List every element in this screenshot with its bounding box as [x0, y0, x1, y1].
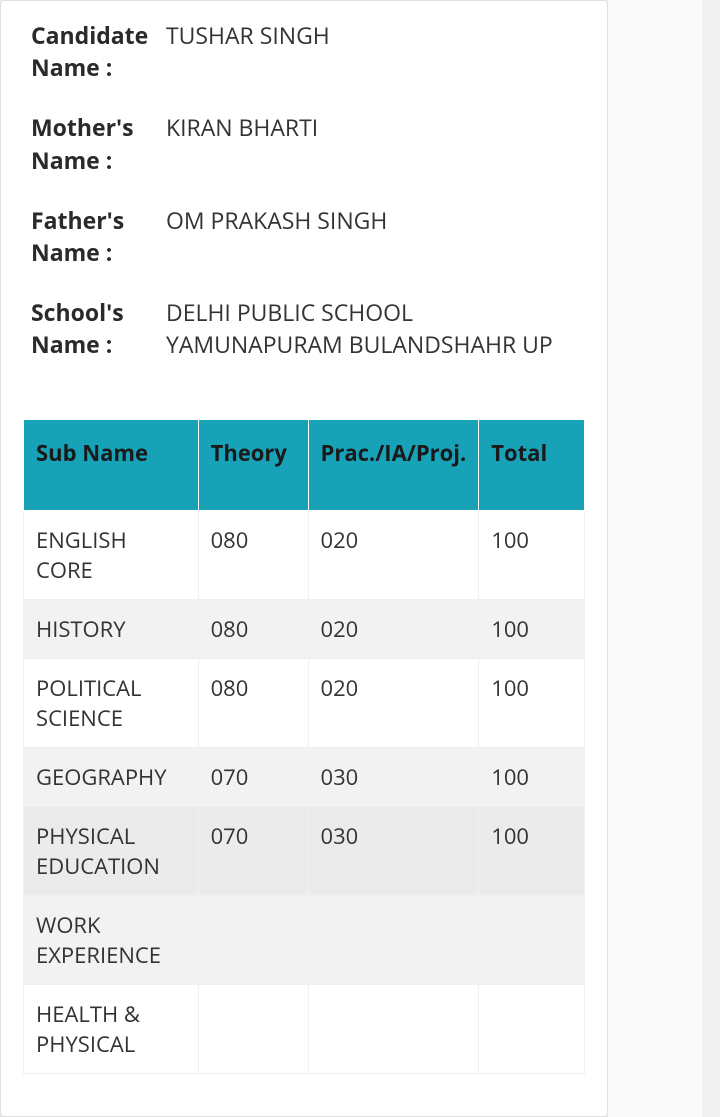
father-name-value: OM PRAKASH SINGH — [166, 204, 577, 236]
cell-total: 100 — [479, 599, 585, 658]
cell-total — [479, 895, 585, 984]
cell-theory: 080 — [198, 658, 308, 747]
cell-theory — [198, 984, 308, 1073]
cell-total: 100 — [479, 658, 585, 747]
mother-name-value: KIRAN BHARTI — [166, 111, 577, 143]
header-sub-name: Sub Name — [24, 419, 199, 510]
table-row: POLITICAL SCIENCE 080 020 100 — [24, 658, 585, 747]
cell-prac: 020 — [308, 599, 479, 658]
header-prac: Prac./IA/Proj. — [308, 419, 479, 510]
cell-sub-name: HEALTH & PHYSICAL — [24, 984, 199, 1073]
table-row: PHYSICAL EDUCATION 070 030 100 — [24, 806, 585, 895]
table-header-row: Sub Name Theory Prac./IA/Proj. Total — [24, 419, 585, 510]
cell-sub-name: HISTORY — [24, 599, 199, 658]
cell-prac: 030 — [308, 806, 479, 895]
header-total: Total — [479, 419, 585, 510]
candidate-name-row: Candidate Name : TUSHAR SINGH — [31, 19, 577, 83]
header-theory: Theory — [198, 419, 308, 510]
marks-table: Sub Name Theory Prac./IA/Proj. Total ENG… — [23, 419, 585, 1074]
candidate-name-label: Candidate Name : — [31, 19, 166, 83]
cell-total: 100 — [479, 510, 585, 599]
page-container: Candidate Name : TUSHAR SINGH Mother's N… — [0, 0, 720, 1117]
cell-total — [479, 984, 585, 1073]
cell-total: 100 — [479, 747, 585, 806]
cell-prac: 030 — [308, 747, 479, 806]
school-name-value: DELHI PUBLIC SCHOOL YAMUNAPURAM BULANDSH… — [166, 296, 577, 360]
candidate-info-section: Candidate Name : TUSHAR SINGH Mother's N… — [1, 1, 607, 419]
cell-theory — [198, 895, 308, 984]
father-name-row: Father's Name : OM PRAKASH SINGH — [31, 204, 577, 268]
cell-prac: 020 — [308, 510, 479, 599]
cell-sub-name: ENGLISH CORE — [24, 510, 199, 599]
table-row: GEOGRAPHY 070 030 100 — [24, 747, 585, 806]
cell-theory: 080 — [198, 599, 308, 658]
cell-prac: 020 — [308, 658, 479, 747]
mother-name-label: Mother's Name : — [31, 111, 166, 175]
cell-sub-name: PHYSICAL EDUCATION — [24, 806, 199, 895]
father-name-label: Father's Name : — [31, 204, 166, 268]
table-row: HISTORY 080 020 100 — [24, 599, 585, 658]
candidate-name-value: TUSHAR SINGH — [166, 19, 577, 51]
school-name-row: School's Name : DELHI PUBLIC SCHOOL YAMU… — [31, 296, 577, 360]
table-row: WORK EXPERIENCE — [24, 895, 585, 984]
cell-sub-name: WORK EXPERIENCE — [24, 895, 199, 984]
table-row: ENGLISH CORE 080 020 100 — [24, 510, 585, 599]
cell-theory: 070 — [198, 747, 308, 806]
cell-prac — [308, 895, 479, 984]
mother-name-row: Mother's Name : KIRAN BHARTI — [31, 111, 577, 175]
school-name-label: School's Name : — [31, 296, 166, 360]
cell-total: 100 — [479, 806, 585, 895]
cell-prac — [308, 984, 479, 1073]
table-row: HEALTH & PHYSICAL — [24, 984, 585, 1073]
cell-theory: 070 — [198, 806, 308, 895]
scrollbar-track[interactable] — [702, 0, 720, 1117]
cell-theory: 080 — [198, 510, 308, 599]
cell-sub-name: POLITICAL SCIENCE — [24, 658, 199, 747]
cell-sub-name: GEOGRAPHY — [24, 747, 199, 806]
result-card: Candidate Name : TUSHAR SINGH Mother's N… — [0, 0, 608, 1117]
